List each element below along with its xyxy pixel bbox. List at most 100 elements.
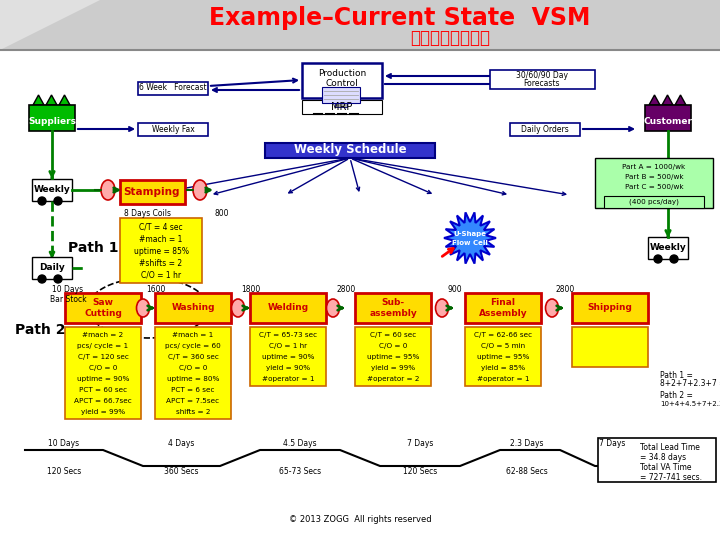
FancyBboxPatch shape <box>604 196 704 208</box>
Ellipse shape <box>436 299 449 317</box>
Text: Path 1: Path 1 <box>68 241 118 255</box>
Text: Part B = 500/wk: Part B = 500/wk <box>625 174 683 180</box>
Text: uptime = 90%: uptime = 90% <box>262 354 314 360</box>
Text: uptime = 85%: uptime = 85% <box>133 246 189 255</box>
Ellipse shape <box>137 299 150 317</box>
FancyBboxPatch shape <box>322 87 360 103</box>
Text: C/O = 0: C/O = 0 <box>89 365 117 371</box>
Ellipse shape <box>101 180 115 200</box>
Text: Flow Cell: Flow Cell <box>452 240 488 246</box>
FancyBboxPatch shape <box>265 143 435 158</box>
FancyBboxPatch shape <box>0 0 720 50</box>
FancyBboxPatch shape <box>465 293 541 323</box>
Text: 1800: 1800 <box>241 286 261 294</box>
Text: #mach = 1: #mach = 1 <box>172 332 214 338</box>
Text: Daily Orders: Daily Orders <box>521 125 569 133</box>
Text: #operator = 1: #operator = 1 <box>477 376 529 382</box>
Text: Welding: Welding <box>267 303 309 313</box>
Text: Suppliers: Suppliers <box>28 117 76 125</box>
Polygon shape <box>59 95 70 105</box>
Text: uptime = 95%: uptime = 95% <box>477 354 529 360</box>
Text: C/T = 4 sec: C/T = 4 sec <box>139 222 183 232</box>
FancyBboxPatch shape <box>120 218 202 283</box>
Text: Forecasts: Forecasts <box>523 79 560 89</box>
Text: MRP: MRP <box>331 102 353 112</box>
Text: Production: Production <box>318 69 366 78</box>
FancyBboxPatch shape <box>32 257 72 279</box>
Text: (400 pcs/day): (400 pcs/day) <box>629 199 679 205</box>
Text: APCT = 7.5sec: APCT = 7.5sec <box>166 398 220 404</box>
Ellipse shape <box>193 180 207 200</box>
Text: uptime = 95%: uptime = 95% <box>366 354 419 360</box>
Text: C/T = 62-66 sec: C/T = 62-66 sec <box>474 332 532 338</box>
Text: 30/60/90 Day: 30/60/90 Day <box>516 71 568 80</box>
Text: 当前价值流诊断例: 当前价值流诊断例 <box>410 29 490 47</box>
Text: 4 Days: 4 Days <box>168 438 194 448</box>
Text: Bar Stock: Bar Stock <box>50 294 86 303</box>
Text: 7 Days: 7 Days <box>599 438 625 448</box>
Circle shape <box>38 197 46 205</box>
Text: PCT = 6 sec: PCT = 6 sec <box>171 387 215 393</box>
Text: yield = 99%: yield = 99% <box>81 409 125 415</box>
Text: 900: 900 <box>448 286 462 294</box>
Text: Weekly Schedule: Weekly Schedule <box>294 144 406 157</box>
FancyBboxPatch shape <box>355 327 431 386</box>
Text: #shifts = 2: #shifts = 2 <box>140 259 183 267</box>
Text: Saw
Cutting: Saw Cutting <box>84 298 122 318</box>
Text: APCT = 66.7sec: APCT = 66.7sec <box>74 398 132 404</box>
Polygon shape <box>662 95 673 105</box>
FancyBboxPatch shape <box>572 327 648 367</box>
Circle shape <box>54 275 62 283</box>
Text: C/T = 65-73 sec: C/T = 65-73 sec <box>259 332 317 338</box>
FancyBboxPatch shape <box>138 82 208 95</box>
FancyBboxPatch shape <box>32 179 72 201</box>
Text: pcs/ cycle = 1: pcs/ cycle = 1 <box>78 343 129 349</box>
Ellipse shape <box>232 299 245 317</box>
Text: 120 Secs: 120 Secs <box>403 468 437 476</box>
Text: Path 2 =: Path 2 = <box>660 390 693 400</box>
Text: Weekly: Weekly <box>649 244 686 253</box>
Text: © 2013 ZOGG  All rights reserved: © 2013 ZOGG All rights reserved <box>289 516 431 524</box>
Text: 360 Secs: 360 Secs <box>163 468 198 476</box>
Text: 8 Days Coils: 8 Days Coils <box>125 208 171 218</box>
Text: 62-88 Secs: 62-88 Secs <box>506 468 548 476</box>
Text: PCT = 60 sec: PCT = 60 sec <box>79 387 127 393</box>
Text: Weekly: Weekly <box>34 186 71 194</box>
Text: 10 Days: 10 Days <box>48 438 80 448</box>
Text: Shipping: Shipping <box>588 303 632 313</box>
Text: Path 1 =: Path 1 = <box>660 370 693 380</box>
Text: pcs/ cycle = 60: pcs/ cycle = 60 <box>165 343 221 349</box>
Text: Customer: Customer <box>644 117 693 125</box>
Text: Sub-
assembly: Sub- assembly <box>369 298 417 318</box>
Text: uptime = 90%: uptime = 90% <box>77 376 129 382</box>
FancyBboxPatch shape <box>302 100 382 114</box>
Text: yield = 90%: yield = 90% <box>266 365 310 371</box>
Polygon shape <box>444 212 496 264</box>
FancyBboxPatch shape <box>355 293 431 323</box>
Text: Control: Control <box>325 79 359 89</box>
FancyBboxPatch shape <box>155 293 231 323</box>
Text: C/T = 120 sec: C/T = 120 sec <box>78 354 128 360</box>
Circle shape <box>54 197 62 205</box>
Polygon shape <box>46 95 57 105</box>
FancyBboxPatch shape <box>250 293 326 323</box>
Text: Part C = 500/wk: Part C = 500/wk <box>625 184 683 190</box>
Polygon shape <box>0 0 100 50</box>
FancyBboxPatch shape <box>65 293 141 323</box>
FancyBboxPatch shape <box>490 70 595 89</box>
FancyBboxPatch shape <box>155 327 231 419</box>
FancyBboxPatch shape <box>120 180 185 204</box>
FancyBboxPatch shape <box>648 237 688 259</box>
Text: C/T = 60 sec: C/T = 60 sec <box>370 332 416 338</box>
FancyBboxPatch shape <box>465 327 541 386</box>
Circle shape <box>654 255 662 263</box>
Text: Final
Assembly: Final Assembly <box>479 298 527 318</box>
Text: 2800: 2800 <box>555 286 575 294</box>
Text: Washing: Washing <box>171 303 215 313</box>
Text: U-Shape: U-Shape <box>454 231 487 237</box>
Polygon shape <box>33 95 44 105</box>
Text: 10+4+4.5+7+2.3+7=34.8: 10+4+4.5+7+2.3+7=34.8 <box>660 401 720 407</box>
Text: 8+2+7+2.3+7 =26.3: 8+2+7+2.3+7 =26.3 <box>660 380 720 388</box>
FancyBboxPatch shape <box>138 123 208 136</box>
Text: 4.5 Days: 4.5 Days <box>283 438 317 448</box>
